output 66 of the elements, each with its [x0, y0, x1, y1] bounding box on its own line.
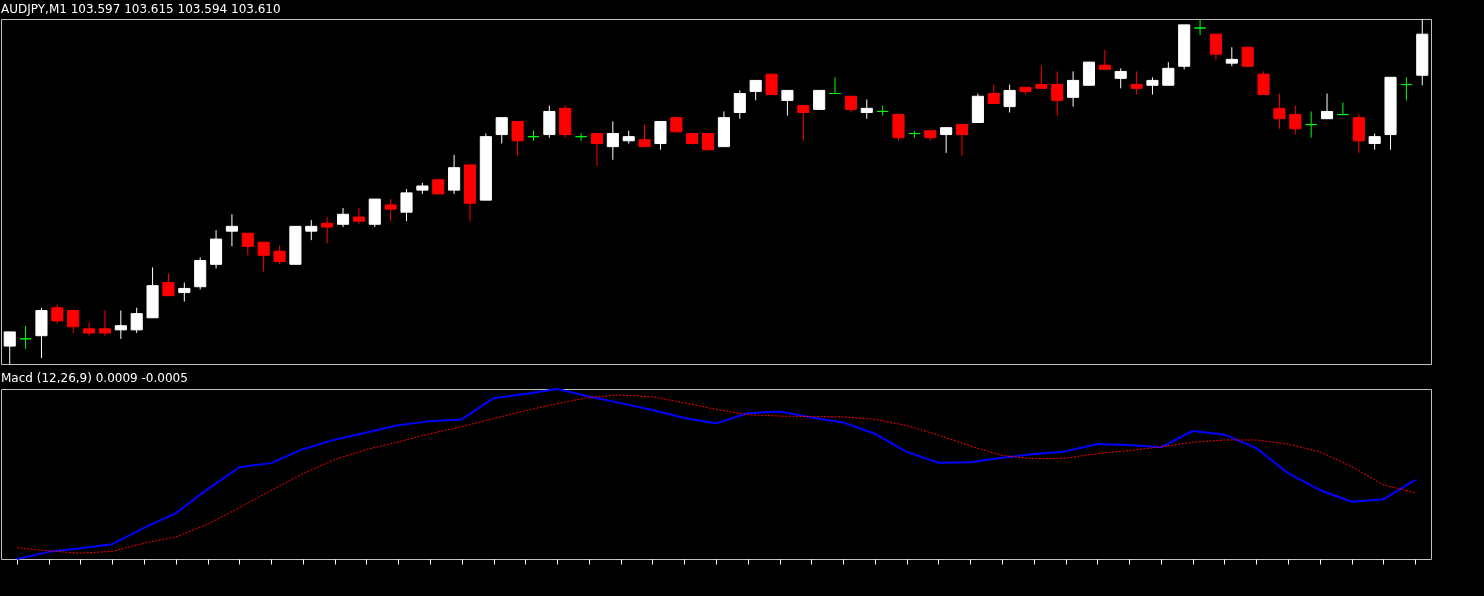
candlestick — [257, 241, 270, 273]
candlestick — [749, 79, 762, 101]
candlestick — [1209, 33, 1222, 61]
candlestick — [1305, 110, 1318, 139]
candlestick — [892, 114, 905, 142]
candlestick — [940, 127, 953, 154]
candlestick — [1130, 70, 1143, 96]
candlestick — [606, 120, 619, 161]
candlestick — [352, 207, 365, 225]
candlestick — [797, 105, 810, 142]
candlestick — [876, 105, 889, 117]
candlestick — [1320, 93, 1334, 120]
candlestick — [3, 331, 16, 365]
candlestick — [273, 244, 286, 265]
candlestick — [781, 89, 794, 117]
candlestick — [400, 188, 413, 222]
candlestick — [955, 124, 969, 157]
candlestick — [1241, 46, 1254, 67]
candlestick — [162, 273, 175, 297]
candlestick — [384, 198, 397, 222]
candlestick — [1067, 70, 1080, 108]
candlestick — [1336, 101, 1349, 116]
candlestick — [98, 310, 112, 337]
candlestick — [733, 89, 746, 120]
candlestick — [654, 120, 667, 151]
candlestick — [1225, 46, 1238, 67]
candlestick — [1082, 61, 1096, 86]
chart-title: Macd (12,26,9) 0.0009 -0.0005 — [1, 371, 188, 385]
candlestick — [813, 89, 826, 110]
candlestick — [1257, 70, 1270, 96]
candlestick — [543, 105, 556, 139]
chart-title: AUDJPY,M1 103.597 103.615 103.594 103.610 — [1, 1, 281, 16]
candlestick — [1035, 64, 1048, 89]
candlestick — [225, 213, 238, 247]
candlestick — [828, 76, 842, 95]
candlestick — [1352, 114, 1365, 154]
candlestick — [178, 282, 191, 303]
candlestick — [1051, 70, 1064, 117]
candlestick — [987, 84, 1000, 105]
candlestick — [590, 133, 604, 167]
candlestick — [241, 232, 254, 256]
candlestick — [511, 120, 524, 157]
candlestick — [336, 207, 350, 228]
candlestick — [83, 322, 96, 337]
candlestick — [1289, 105, 1302, 136]
candlestick — [305, 219, 318, 241]
candlestick — [114, 310, 127, 340]
candlestick — [51, 304, 64, 325]
candlestick — [575, 133, 588, 142]
candlestick — [860, 98, 873, 120]
candlestick — [765, 73, 778, 96]
candlestick — [1098, 49, 1111, 70]
candlestick — [1273, 93, 1286, 130]
candlestick — [130, 307, 143, 334]
candlestick — [495, 117, 508, 145]
candlestick — [1003, 84, 1016, 113]
candlestick — [1162, 61, 1175, 86]
candlestick — [448, 154, 461, 195]
candlestick — [19, 325, 32, 350]
candlestick — [638, 124, 651, 148]
candlestick — [527, 130, 540, 142]
candlestick — [1194, 18, 1207, 36]
candlestick — [321, 216, 334, 244]
candlestick — [67, 310, 80, 334]
candlestick — [1400, 76, 1413, 101]
candlestick — [1114, 67, 1127, 89]
